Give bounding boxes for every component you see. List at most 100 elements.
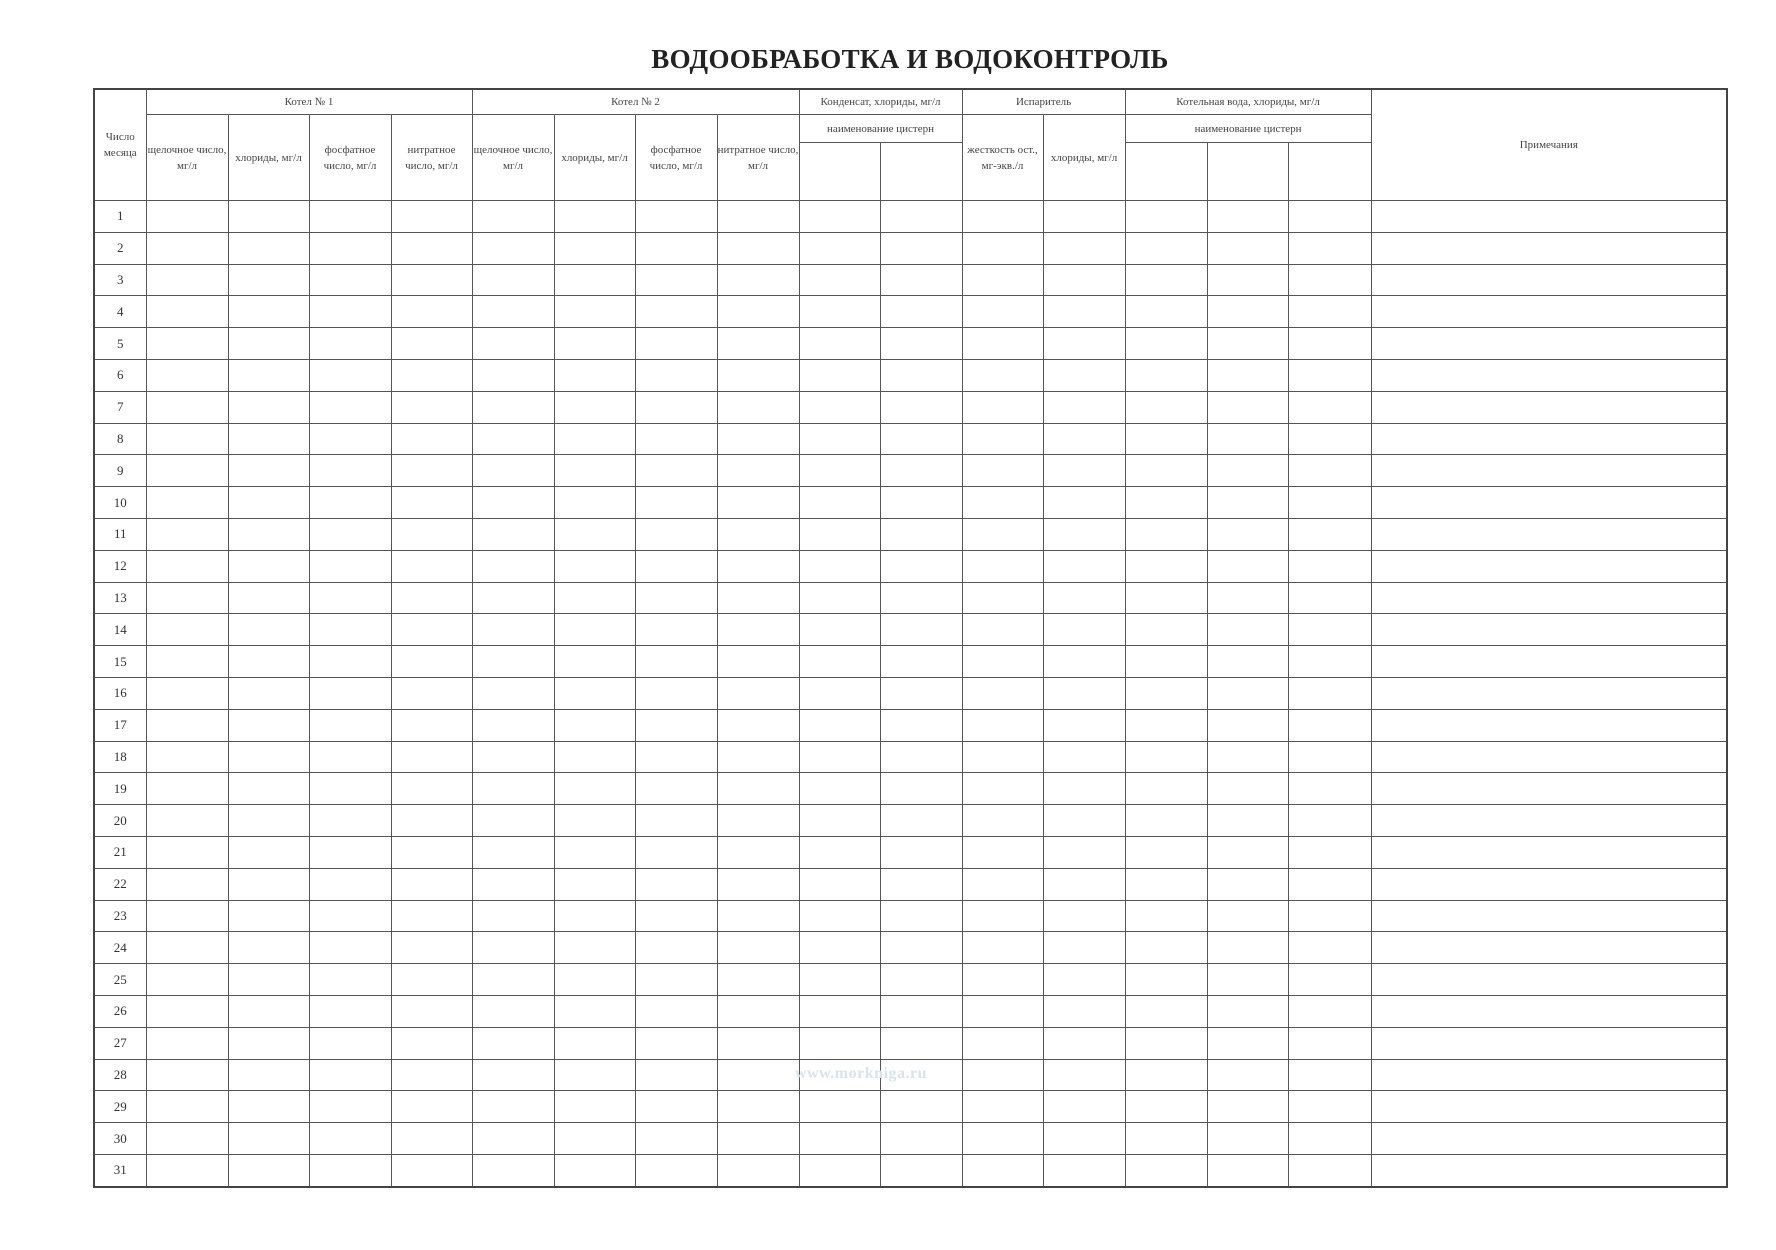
entry-cell[interactable] bbox=[308, 708, 392, 742]
entry-cell[interactable] bbox=[308, 963, 392, 996]
entry-cell[interactable] bbox=[879, 358, 963, 392]
entry-cell[interactable] bbox=[716, 390, 800, 424]
notes-cell[interactable] bbox=[1370, 1153, 1728, 1188]
entry-cell[interactable] bbox=[471, 708, 555, 742]
entry-cell[interactable] bbox=[553, 740, 636, 774]
entry-cell[interactable] bbox=[798, 740, 881, 774]
entry-cell[interactable] bbox=[1206, 1026, 1289, 1060]
entry-cell[interactable] bbox=[879, 517, 963, 551]
entry-cell[interactable] bbox=[1287, 835, 1372, 869]
entry-cell[interactable] bbox=[1042, 931, 1126, 965]
entry-cell[interactable] bbox=[390, 740, 473, 774]
entry-cell[interactable] bbox=[145, 963, 229, 996]
entry-cell[interactable] bbox=[1124, 931, 1208, 965]
entry-cell[interactable] bbox=[879, 200, 963, 233]
entry-cell[interactable] bbox=[471, 422, 555, 456]
entry-cell[interactable] bbox=[1042, 1122, 1126, 1155]
entry-cell[interactable] bbox=[308, 1090, 392, 1124]
entry-cell[interactable] bbox=[798, 645, 881, 678]
entry-cell[interactable] bbox=[1206, 486, 1289, 519]
entry-cell[interactable] bbox=[879, 231, 963, 265]
entry-cell[interactable] bbox=[553, 708, 636, 742]
entry-cell[interactable] bbox=[145, 613, 229, 647]
entry-cell[interactable] bbox=[1124, 517, 1208, 551]
entry-cell[interactable] bbox=[227, 327, 310, 360]
entry-cell[interactable] bbox=[634, 867, 718, 901]
entry-cell[interactable] bbox=[798, 1090, 881, 1124]
notes-cell[interactable] bbox=[1370, 327, 1728, 360]
entry-cell[interactable] bbox=[471, 549, 555, 583]
entry-cell[interactable] bbox=[879, 454, 963, 488]
entry-cell[interactable] bbox=[145, 1026, 229, 1060]
entry-cell[interactable] bbox=[145, 581, 229, 615]
entry-cell[interactable] bbox=[390, 676, 473, 710]
entry-cell[interactable] bbox=[961, 263, 1044, 297]
notes-cell[interactable] bbox=[1370, 358, 1728, 392]
entry-cell[interactable] bbox=[145, 1058, 229, 1092]
notes-cell[interactable] bbox=[1370, 613, 1728, 647]
entry-cell[interactable] bbox=[798, 231, 881, 265]
entry-cell[interactable] bbox=[634, 295, 718, 329]
notes-cell[interactable] bbox=[1370, 645, 1728, 678]
entry-cell[interactable] bbox=[308, 263, 392, 297]
entry-cell[interactable] bbox=[390, 422, 473, 456]
entry-cell[interactable] bbox=[227, 581, 310, 615]
entry-cell[interactable] bbox=[553, 931, 636, 965]
entry-cell[interactable] bbox=[961, 358, 1044, 392]
entry-cell[interactable] bbox=[553, 1026, 636, 1060]
entry-cell[interactable] bbox=[1287, 1026, 1372, 1060]
entry-cell[interactable] bbox=[308, 835, 392, 869]
entry-cell[interactable] bbox=[471, 1026, 555, 1060]
entry-cell[interactable] bbox=[471, 645, 555, 678]
entry-cell[interactable] bbox=[227, 1153, 310, 1188]
entry-cell[interactable] bbox=[716, 454, 800, 488]
notes-cell[interactable] bbox=[1370, 1090, 1728, 1124]
entry-cell[interactable] bbox=[1042, 708, 1126, 742]
entry-cell[interactable] bbox=[1124, 581, 1208, 615]
entry-cell[interactable] bbox=[553, 422, 636, 456]
entry-cell[interactable] bbox=[471, 263, 555, 297]
entry-cell[interactable] bbox=[1287, 200, 1372, 233]
entry-cell[interactable] bbox=[961, 740, 1044, 774]
entry-cell[interactable] bbox=[1287, 422, 1372, 456]
entry-cell[interactable] bbox=[798, 390, 881, 424]
entry-cell[interactable] bbox=[553, 454, 636, 488]
entry-cell[interactable] bbox=[308, 200, 392, 233]
entry-cell[interactable] bbox=[390, 772, 473, 806]
entry-cell[interactable] bbox=[716, 772, 800, 806]
entry-cell[interactable] bbox=[308, 549, 392, 583]
entry-cell[interactable] bbox=[798, 1153, 881, 1188]
entry-cell[interactable] bbox=[716, 899, 800, 933]
entry-cell[interactable] bbox=[553, 676, 636, 710]
entry-cell[interactable] bbox=[390, 549, 473, 583]
entry-cell[interactable] bbox=[961, 581, 1044, 615]
entry-cell[interactable] bbox=[798, 676, 881, 710]
entry-cell[interactable] bbox=[227, 549, 310, 583]
entry-cell[interactable] bbox=[879, 1090, 963, 1124]
entry-cell[interactable] bbox=[145, 200, 229, 233]
entry-cell[interactable] bbox=[308, 390, 392, 424]
entry-cell[interactable] bbox=[145, 1153, 229, 1188]
entry-cell[interactable] bbox=[227, 676, 310, 710]
entry-cell[interactable] bbox=[961, 708, 1044, 742]
entry-cell[interactable] bbox=[1124, 1153, 1208, 1188]
entry-cell[interactable] bbox=[471, 804, 555, 837]
entry-cell[interactable] bbox=[879, 486, 963, 519]
entry-cell[interactable] bbox=[1287, 486, 1372, 519]
entry-cell[interactable] bbox=[1042, 835, 1126, 869]
entry-cell[interactable] bbox=[716, 1090, 800, 1124]
entry-cell[interactable] bbox=[798, 581, 881, 615]
entry-cell[interactable] bbox=[308, 1153, 392, 1188]
entry-cell[interactable] bbox=[390, 804, 473, 837]
entry-cell[interactable] bbox=[879, 1153, 963, 1188]
entry-cell[interactable] bbox=[471, 613, 555, 647]
entry-cell[interactable] bbox=[308, 295, 392, 329]
entry-cell[interactable] bbox=[798, 200, 881, 233]
entry-cell[interactable] bbox=[1206, 1122, 1289, 1155]
entry-cell[interactable] bbox=[390, 231, 473, 265]
entry-cell[interactable] bbox=[798, 931, 881, 965]
entry-cell[interactable] bbox=[798, 1122, 881, 1155]
notes-cell[interactable] bbox=[1370, 740, 1728, 774]
entry-cell[interactable] bbox=[961, 994, 1044, 1028]
entry-cell[interactable] bbox=[227, 486, 310, 519]
